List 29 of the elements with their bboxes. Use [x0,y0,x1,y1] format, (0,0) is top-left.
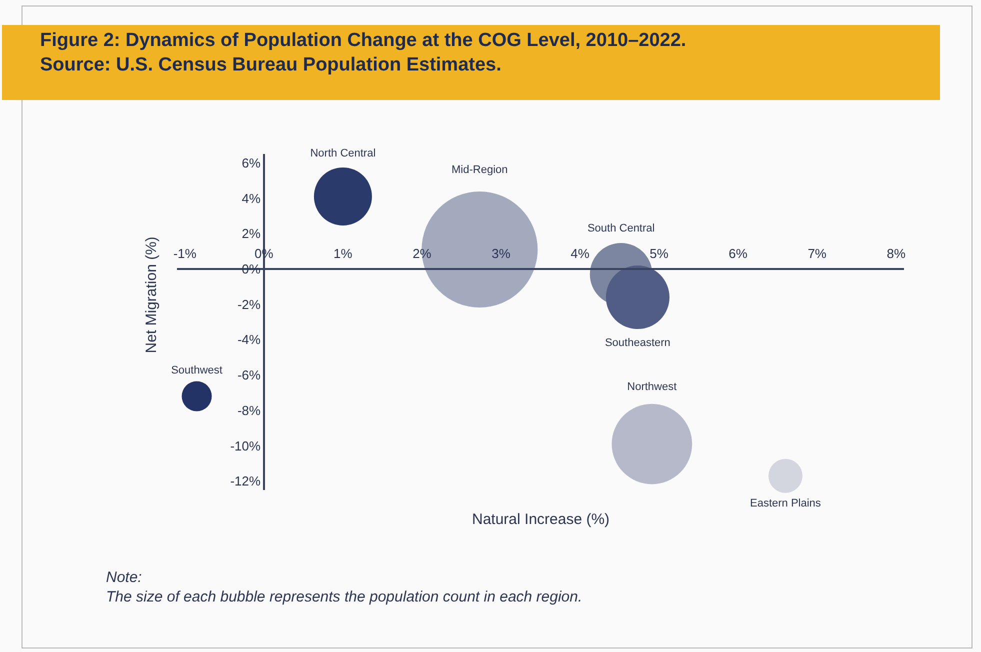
y-tick-label: 2% [242,226,262,242]
x-axis-title: Natural Increase (%) [472,511,610,528]
y-tick-label: -12% [230,474,262,489]
y-tick-label: 6% [242,155,262,170]
y-tick-label: -8% [237,402,262,418]
x-tick-label: 1% [334,246,353,261]
y-tick-label: 4% [242,190,262,206]
series-label: North Central [310,147,376,160]
x-tick-label: 6% [728,246,748,261]
series-label: South Central [587,222,655,234]
x-tick-label: 4% [570,246,590,261]
series-label: Northwest [627,381,677,394]
y-tick-label: -10% [230,438,262,454]
y-axis-title: Net Migration (%) [143,236,160,354]
x-tick-label: 3% [492,246,511,261]
x-tick-label: 2% [412,246,432,261]
series-label: Eastern Plains [750,497,822,510]
series-label: Southeastern [604,337,670,350]
x-tick-label: 7% [808,246,827,261]
series-label: Mid-Region [452,164,508,176]
y-tick-label: -2% [237,296,262,312]
text: Note: The size of each bubble represents the population count in each region. [106,569,582,606]
series-label: Southwest [171,364,222,377]
x-tick-label: 8% [886,246,906,261]
x-tick-label: -1% [173,246,197,261]
chart-title: Figure 2: Dynamics of Population Change at the COG Level, 2010–2022. Source: U.S. Census Bureau Population Estimates. [40,30,686,76]
y-tick-label: -4% [237,332,262,348]
y-tick-label: -6% [237,368,262,383]
x-tick-label: 5% [650,246,669,261]
